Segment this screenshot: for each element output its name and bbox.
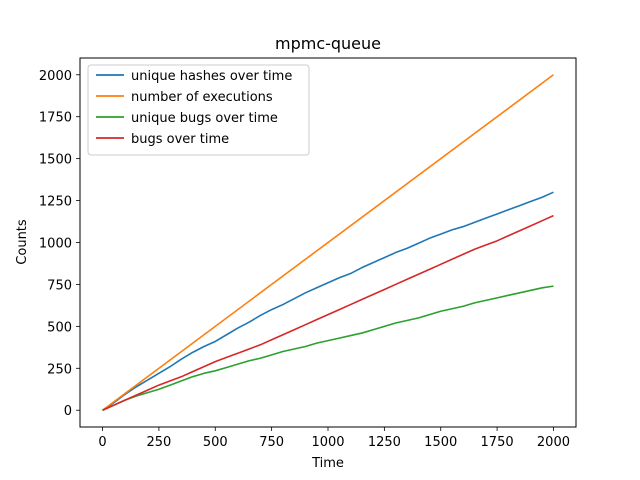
x-tick-label: 250	[146, 435, 171, 450]
y-tick-label: 500	[47, 320, 72, 335]
legend-entry-label: bugs over time	[131, 132, 229, 147]
x-tick-label: 500	[203, 435, 228, 450]
x-tick-label: 1500	[424, 435, 457, 450]
series-line-1	[102, 74, 554, 411]
y-tick-label: 1500	[39, 153, 72, 168]
x-axis: 0 250 500 750 1000 1250 1500 1750 2000	[98, 427, 570, 450]
legend-entry-label: unique bugs over time	[131, 111, 278, 126]
y-tick-label: 0	[64, 404, 72, 419]
y-tick-label: 750	[47, 278, 72, 293]
plot-area	[102, 74, 554, 411]
x-axis-label: Time	[311, 456, 344, 471]
y-tick-label: 2000	[39, 69, 72, 84]
x-tick-label: 2000	[537, 435, 570, 450]
y-tick-label: 1250	[39, 195, 72, 210]
legend-entry-label: unique hashes over time	[131, 69, 292, 84]
chart-title: mpmc-queue	[275, 34, 381, 53]
series-line-2	[102, 285, 554, 411]
y-tick-label: 1000	[39, 237, 72, 252]
y-tick-label: 250	[47, 362, 72, 377]
x-tick-label: 0	[98, 435, 106, 450]
x-tick-label: 1250	[368, 435, 401, 450]
legend: unique hashes over time number of executi…	[87, 64, 310, 156]
x-tick-label: 750	[259, 435, 284, 450]
series-line-0	[102, 191, 554, 411]
legend-entry-label: number of executions	[131, 90, 273, 105]
y-axis: 0 250 500 750 1000 1250 1500 1750 2000	[39, 69, 80, 419]
y-axis-label: Counts	[15, 219, 30, 265]
legend-box	[87, 64, 310, 156]
x-tick-label: 1000	[311, 435, 344, 450]
x-tick-label: 1750	[481, 435, 514, 450]
series-line-3	[102, 214, 554, 411]
y-tick-label: 1750	[39, 111, 72, 126]
